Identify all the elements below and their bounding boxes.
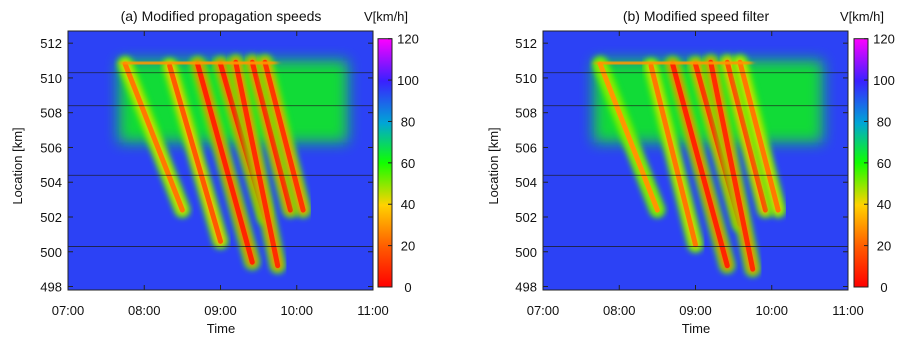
panel-a-x-axis-label: Time <box>207 321 235 336</box>
jam-core-1 <box>167 63 223 244</box>
panel-b-y-axis-label: Location [km] <box>486 127 501 204</box>
colorbar-tick-label: 40 <box>401 197 415 212</box>
x-tick-label: 07:00 <box>52 303 85 318</box>
jam-core-6 <box>262 59 306 213</box>
panel-a-title: (a) Modified propagation speeds <box>121 8 322 24</box>
y-tick-label: 512 <box>40 36 62 51</box>
colorbar-tick-label: 80 <box>877 114 891 129</box>
panel-b-colorbar-title: V[km/h] <box>840 9 884 24</box>
x-tick-label: 10:00 <box>280 303 313 318</box>
y-tick-label: 508 <box>515 106 537 121</box>
panel-b-x-axis-label: Time <box>682 321 710 336</box>
jam-core-4 <box>708 59 756 272</box>
y-tick-label: 502 <box>515 210 537 225</box>
panel-a: (a) Modified propagation speeds V[km/h] … <box>10 8 419 336</box>
jam-core-5 <box>724 59 768 213</box>
y-tick-label: 500 <box>515 245 537 260</box>
jam-core-0 <box>122 61 185 213</box>
x-tick-label: 09:00 <box>204 303 237 318</box>
colorbar-tick-label: 0 <box>404 280 411 295</box>
y-tick-label: 504 <box>40 175 62 190</box>
jam-front <box>595 57 753 69</box>
colorbar-tick-label: 40 <box>877 197 891 212</box>
colorbar-tick-label: 100 <box>397 73 419 88</box>
heatmap-area <box>543 31 848 290</box>
jam-core-5 <box>249 59 293 213</box>
x-tick-label: 08:00 <box>128 303 161 318</box>
x-tick-label: 09:00 <box>679 303 712 318</box>
y-tick-label: 510 <box>40 71 62 86</box>
panel-b-title: (b) Modified speed filter <box>623 8 770 24</box>
y-tick-label: 502 <box>40 210 62 225</box>
jam-core-6 <box>737 59 781 213</box>
panel-a-colorbar-title: V[km/h] <box>364 9 408 24</box>
x-tick-label: 08:00 <box>603 303 636 318</box>
jam-core-4 <box>233 59 281 269</box>
y-tick-label: 512 <box>515 36 537 51</box>
y-tick-label: 498 <box>40 280 62 295</box>
colorbar-tick-label: 60 <box>877 156 891 171</box>
colorbar-tick-label: 20 <box>877 239 891 254</box>
jam-core-2 <box>670 61 730 269</box>
x-tick-label: 10:00 <box>755 303 788 318</box>
jam-core-0 <box>597 61 660 213</box>
x-tick-label: 11:00 <box>357 303 389 318</box>
heatmap-area <box>68 31 373 290</box>
jam-core-2 <box>195 61 255 265</box>
y-tick-label: 508 <box>40 106 62 121</box>
colorbar-tick-label: 0 <box>880 280 887 295</box>
x-tick-label: 07:00 <box>527 303 560 318</box>
y-tick-label: 500 <box>40 245 62 260</box>
panel-a-y-axis-label: Location [km] <box>10 127 25 204</box>
x-tick-label: 11:00 <box>832 303 864 318</box>
y-tick-label: 504 <box>515 175 537 190</box>
colorbar-tick-label: 80 <box>401 114 415 129</box>
jam-front <box>120 57 278 69</box>
colorbar-tick-label: 120 <box>397 32 419 47</box>
y-tick-label: 498 <box>515 280 537 295</box>
colorbar-tick-label: 20 <box>401 239 415 254</box>
colorbar-tick-label: 120 <box>873 32 895 47</box>
y-tick-label: 506 <box>40 140 62 155</box>
panel-b: (b) Modified speed filter V[km/h] Time L… <box>486 8 895 336</box>
y-tick-label: 510 <box>515 71 537 86</box>
colorbar-tick-label: 100 <box>873 73 895 88</box>
y-tick-label: 506 <box>515 140 537 155</box>
jam-core-1 <box>648 63 698 248</box>
colorbar-tick-label: 60 <box>401 156 415 171</box>
